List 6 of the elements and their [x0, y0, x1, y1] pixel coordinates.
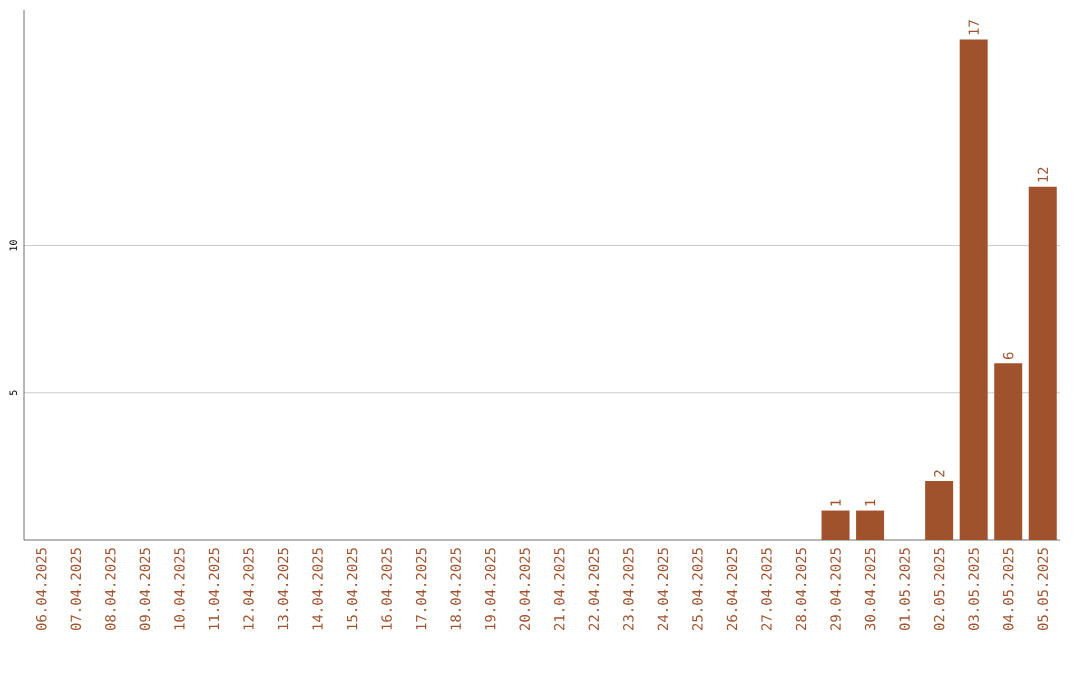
bar	[959, 39, 988, 540]
bar	[821, 510, 850, 540]
bar	[856, 510, 885, 540]
bar	[994, 363, 1023, 540]
bar	[1028, 186, 1057, 540]
bar	[925, 481, 954, 540]
